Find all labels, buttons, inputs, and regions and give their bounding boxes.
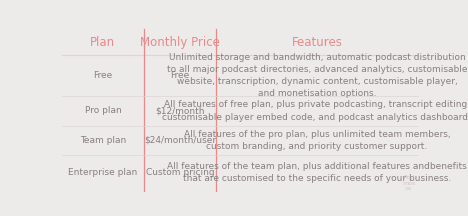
Text: Unlimited storage and bandwidth, automatic podcast distribution
to all major pod: Unlimited storage and bandwidth, automat… [167, 53, 467, 98]
Text: $24/month/user: $24/month/user [144, 136, 216, 145]
Text: Pro plan: Pro plan [85, 106, 121, 115]
Text: All features of the pro plan, plus unlimited team members,
custom branding, and : All features of the pro plan, plus unlim… [183, 130, 450, 151]
Text: Plan: Plan [90, 36, 116, 49]
Text: Enterprise plan: Enterprise plan [68, 168, 138, 177]
Text: Pod
mos
os: Pod mos os [402, 175, 415, 191]
Text: All features of the team plan, plus additional features andbenefits
that are cus: All features of the team plan, plus addi… [167, 162, 467, 183]
Text: All features of free plan, plus private podcasting, transcript editing,
customis: All features of free plan, plus private … [162, 100, 468, 122]
Text: Free: Free [170, 71, 190, 80]
Text: $12/month: $12/month [155, 106, 205, 115]
Text: Free: Free [93, 71, 113, 80]
Text: Features: Features [292, 36, 343, 49]
Text: Team plan: Team plan [80, 136, 126, 145]
Text: Monthly Price: Monthly Price [140, 36, 220, 49]
Text: Custom pricing: Custom pricing [146, 168, 214, 177]
